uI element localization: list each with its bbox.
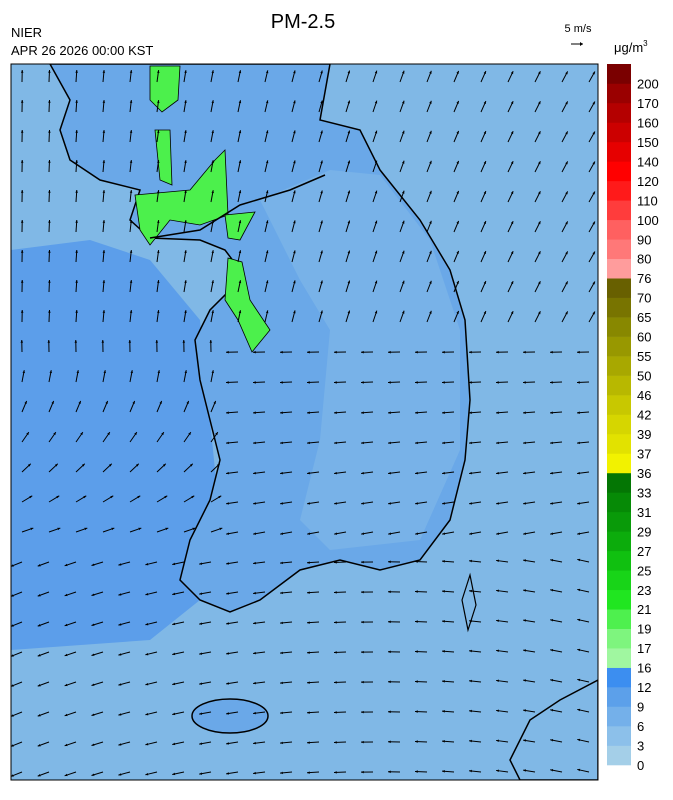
colorbar-segment [607,707,631,727]
colorbar-label: 170 [637,96,659,111]
colorbar-segment [607,259,631,279]
colorbar-label: 9 [637,700,644,715]
colorbar-label: 42 [637,408,651,423]
colorbar-segment [607,551,631,571]
colorbar-segment [607,648,631,668]
colorbar-label: 60 [637,330,651,345]
colorbar-segment [607,64,631,84]
unit: μg/m3 [614,39,648,55]
unit-base: μg/m [614,40,643,55]
colorbar-label: 80 [637,252,651,267]
colorbar-segment [607,337,631,357]
colorbar-segment [607,239,631,259]
colorbar-segment [607,609,631,629]
colorbar-segment [607,453,631,473]
colorbar-segment [607,356,631,376]
colorbar-label: 33 [637,485,651,500]
colorbar-segment [607,395,631,415]
colorbar-label: 200 [637,76,659,91]
colorbar-segment [607,103,631,123]
colorbar-segment [607,570,631,590]
colorbar-label: 65 [637,310,651,325]
colorbar-segment [607,531,631,551]
colorbar-segment [607,122,631,142]
agency: NIER [11,25,42,40]
colorbar-segment [607,726,631,746]
colorbar-label: 120 [637,174,659,189]
colorbar-segment [607,220,631,240]
colorbar-label: 90 [637,232,651,247]
colorbar-segment [607,473,631,493]
colorbar-label: 17 [637,641,651,656]
colorbar-segment [607,492,631,512]
colorbar-label: 110 [637,193,658,208]
colorbar-segment [607,512,631,532]
colorbar-label: 12 [637,680,651,695]
colorbar-segment [607,161,631,181]
colorbar-segment [607,668,631,688]
colorbar-label: 19 [637,622,651,637]
colorbar-label: 3 [637,739,644,754]
colorbar-label: 76 [637,271,651,286]
timestamp: APR 26 2026 00:00 KST [11,43,153,58]
colorbar-label: 50 [637,369,651,384]
colorbar-segment [607,200,631,220]
colorbar-label: 25 [637,563,651,578]
colorbar-segment [607,298,631,318]
colorbar-segment [607,687,631,707]
wind-scale-arrow [571,42,583,46]
colorbar-segment [607,629,631,649]
colorbar-label: 140 [637,154,659,169]
colorbar-label: 0 [637,758,644,773]
colorbar-segment [607,415,631,435]
colorbar-segment [607,746,631,766]
colorbar-segment [607,317,631,337]
colorbar-label: 16 [637,661,651,676]
colorbar-label: 46 [637,388,651,403]
wind-scale-label: 5 m/s [565,23,592,35]
colorbar-label: 55 [637,349,651,364]
colorbar-label: 6 [637,719,644,734]
colorbar-label: 31 [637,505,651,520]
colorbar-segment [607,142,631,162]
map [11,64,598,780]
colorbar-segment [607,376,631,396]
colorbar-label: 36 [637,466,651,481]
colorbar-label: 29 [637,524,651,539]
colorbar-label: 150 [637,135,659,150]
colorbar-segment [607,181,631,201]
unit-sup: 3 [643,39,648,48]
colorbar-segment [607,83,631,103]
colorbar-label: 27 [637,544,651,559]
colorbar-segment [607,278,631,298]
colorbar-label: 160 [637,115,659,130]
colorbar: 0369121617192123252729313336373942465055… [607,64,659,773]
colorbar-segment [607,590,631,610]
jeju-island [192,699,268,733]
title: PM-2.5 [271,11,335,33]
colorbar-label: 100 [637,213,659,228]
colorbar-label: 21 [637,602,651,617]
colorbar-label: 70 [637,291,651,306]
colorbar-label: 37 [637,446,651,461]
colorbar-label: 23 [637,583,651,598]
colorbar-label: 39 [637,427,651,442]
colorbar-segment [607,434,631,454]
